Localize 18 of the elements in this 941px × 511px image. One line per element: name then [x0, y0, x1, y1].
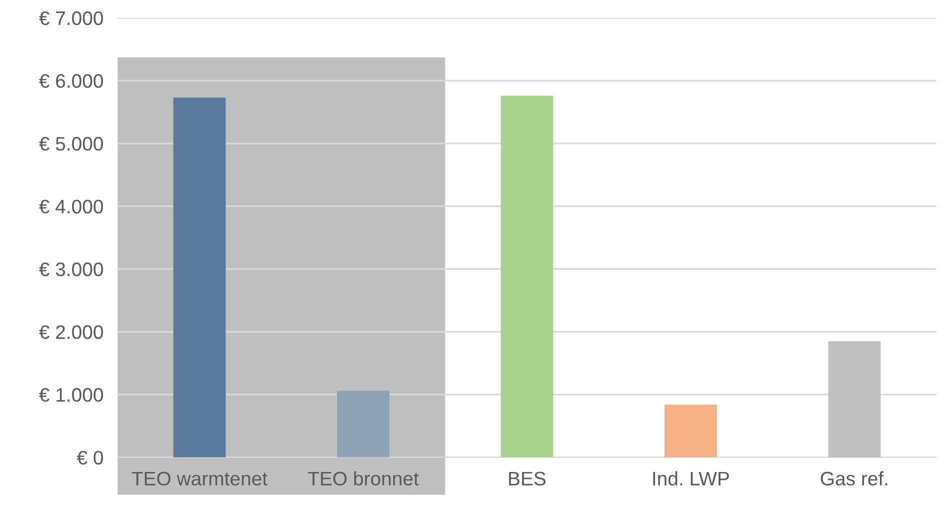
- bar: [828, 341, 881, 458]
- x-tick-label: Gas ref.: [820, 471, 888, 486]
- y-tick-label: € 3.000: [39, 262, 103, 276]
- y-tick-label: € 2.000: [39, 325, 103, 340]
- x-tick-label: TEO bronnet: [308, 471, 419, 486]
- y-tick-label: € 6.000: [39, 74, 103, 88]
- x-tick-label: TEO warmtenet: [132, 472, 268, 486]
- x-tick-label: BES: [509, 472, 546, 486]
- x-tick-label: Ind. LWP: [653, 471, 729, 486]
- y-tick-label: € 4.000: [39, 200, 103, 214]
- bar: [173, 98, 226, 458]
- y-tick-label: € 0: [76, 450, 103, 465]
- bar: [500, 96, 554, 458]
- bar: [337, 390, 390, 458]
- y-tick-label: € 5.000: [39, 136, 103, 151]
- y-tick-label: € 7.000: [39, 11, 103, 26]
- y-tick-label: € 1.000: [39, 388, 103, 402]
- bar: [664, 404, 717, 458]
